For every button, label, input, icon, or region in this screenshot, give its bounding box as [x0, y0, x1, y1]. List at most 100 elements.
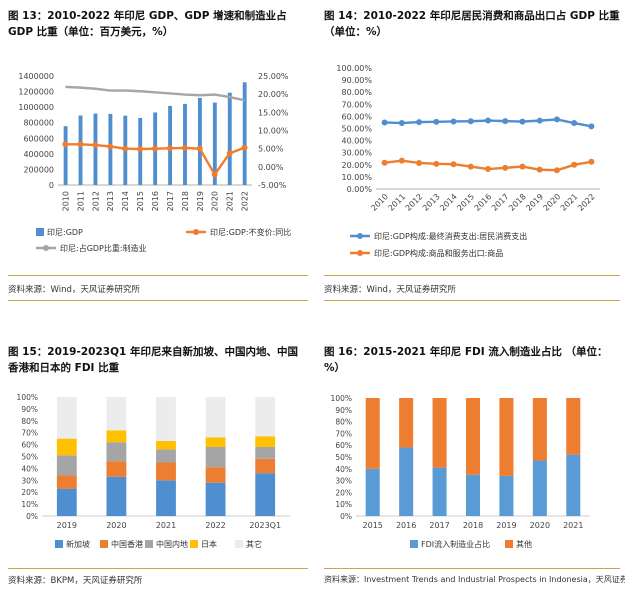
bar-segment: [532, 460, 547, 516]
x-tick-label: 2015: [363, 521, 383, 530]
bar: [242, 82, 247, 185]
x-tick-label: 2020: [106, 521, 126, 530]
bar-segment: [399, 398, 414, 448]
y-tick-label: 20%: [21, 488, 38, 497]
line-point: [502, 118, 509, 125]
bar-segment: [156, 449, 176, 463]
bar-segment: [205, 437, 226, 447]
chart-title: 图 14：2010-2022 年印尼居民消费和商品出口占 GDP 比重（单位：%…: [324, 10, 620, 38]
bar-segment: [106, 430, 127, 443]
y-tick-label: 100%: [331, 394, 352, 403]
legend-swatch: [36, 228, 44, 236]
line-point: [398, 120, 405, 127]
legend-label: 印尼:GDP构成:商品和服务出口:商品: [374, 248, 503, 258]
x-tick-label: 2011: [387, 192, 408, 213]
x-tick-label: 2019: [57, 521, 77, 530]
x-tick-label: 2017: [490, 192, 511, 213]
x-tick-label: 2019: [524, 192, 545, 213]
y-tick-label: 40%: [21, 464, 38, 473]
line-point: [485, 166, 491, 173]
y-tick-label: 60.00%: [341, 112, 372, 121]
panel-fdi-source: 图 15：2019-2023Q1 年印尼来自新加坡、中国内地、中国香港和日本的 …: [8, 344, 308, 376]
bar-segment: [499, 475, 514, 516]
x-tick-label: 2020: [542, 192, 563, 213]
y-tick-label: 70.00%: [341, 100, 372, 109]
x-tick-label: 2023Q1: [249, 521, 281, 530]
divider: [8, 300, 308, 301]
line-point: [433, 160, 440, 167]
line-point: [166, 145, 173, 152]
bar-segment: [255, 436, 276, 447]
line-point: [416, 159, 423, 166]
bar-segment: [56, 475, 77, 489]
line-point: [519, 118, 526, 125]
y-tick-label: 90%: [21, 405, 38, 414]
line-point: [77, 141, 84, 148]
y2-tick-label: 5.00%: [258, 145, 284, 154]
bar-segment: [205, 482, 226, 516]
bar: [93, 113, 98, 185]
bar-segment: [56, 488, 77, 516]
x-tick-label: 2012: [404, 192, 425, 213]
x-tick-label: 2016: [473, 192, 494, 213]
bar-segment: [205, 467, 226, 483]
bar-segment: [465, 398, 481, 475]
y-tick-label: 10%: [21, 500, 38, 509]
bar-segment: [156, 441, 176, 450]
line-point: [152, 145, 158, 152]
x-tick-label: 2015: [136, 191, 145, 211]
y-tick-label: 400000: [23, 150, 54, 159]
legend-swatch: [190, 540, 198, 548]
bar-segment: [106, 461, 127, 477]
bar-segment: [532, 398, 547, 461]
legend-marker: [43, 245, 49, 251]
x-tick-label: 2010: [369, 192, 390, 213]
line-point: [588, 158, 595, 165]
y-tick-label: 10.00%: [341, 173, 372, 182]
y-tick-label: 40%: [335, 465, 352, 474]
source-note: 资料来源：Wind，天风证券研究所: [324, 285, 456, 295]
legend-label: 中国香港: [111, 539, 143, 549]
line-point: [381, 159, 388, 166]
divider: [8, 275, 308, 276]
y2-tick-label: 25.00%: [258, 72, 289, 81]
bar-segment: [432, 398, 447, 468]
divider: [8, 568, 308, 569]
legend-label: 印尼:GDP:不变价:同比: [210, 227, 291, 237]
y-tick-label: 100%: [17, 393, 38, 402]
legend-label: 日本: [201, 539, 217, 549]
bar-segment: [56, 455, 77, 476]
x-tick-label: 2020: [530, 521, 550, 530]
line-point: [433, 118, 440, 125]
y-tick-label: 80%: [21, 417, 38, 426]
panel-fdi-manufacturing: 图 16：2015-2021 年印尼 FDI 流入制造业占比 （单位：%）: [324, 344, 620, 376]
x-tick-label: 2018: [181, 191, 190, 211]
x-tick-label: 2013: [421, 192, 442, 213]
bar-segment: [106, 442, 127, 462]
x-tick-label: 2022: [241, 191, 250, 211]
bar-segment: [255, 446, 276, 459]
y-tick-label: 30.00%: [341, 149, 372, 158]
y-tick-label: 50.00%: [341, 125, 372, 134]
x-tick-label: 2017: [166, 191, 175, 211]
legend-label: 其它: [246, 539, 262, 549]
y2-tick-label: 0.00%: [258, 163, 284, 172]
bar-segment: [255, 397, 276, 437]
y-tick-label: 100.00%: [336, 64, 372, 73]
y-tick-label: 1400000: [18, 72, 54, 81]
legend-swatch: [55, 540, 63, 548]
line-point: [181, 144, 188, 151]
y-tick-label: 0%: [340, 512, 352, 521]
line-point: [502, 164, 509, 171]
y-tick-label: 90%: [335, 406, 352, 415]
bar-segment: [499, 398, 514, 476]
x-tick-label: 2011: [76, 191, 85, 211]
x-tick-label: 2018: [507, 192, 528, 213]
line-point: [467, 118, 474, 125]
bar-segment: [432, 467, 447, 516]
y-tick-label: 80%: [335, 418, 352, 427]
bar: [78, 115, 83, 185]
y-tick-label: 0.00%: [347, 185, 373, 194]
bar: [212, 102, 217, 185]
